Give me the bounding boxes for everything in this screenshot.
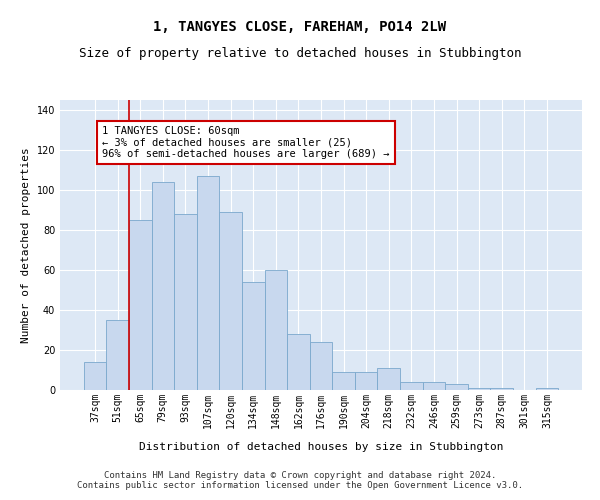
Text: Contains HM Land Registry data © Crown copyright and database right 2024.
Contai: Contains HM Land Registry data © Crown c… <box>77 470 523 490</box>
Bar <box>152 182 174 390</box>
Text: Distribution of detached houses by size in Stubbington: Distribution of detached houses by size … <box>139 442 503 452</box>
Bar <box>377 368 400 390</box>
Bar <box>468 388 490 390</box>
Bar <box>197 176 220 390</box>
Bar <box>445 384 468 390</box>
Bar <box>242 282 265 390</box>
Bar <box>490 388 513 390</box>
Bar <box>106 320 129 390</box>
Bar <box>287 334 310 390</box>
Bar <box>84 362 106 390</box>
Bar <box>174 214 197 390</box>
Bar <box>400 382 422 390</box>
Bar <box>355 372 377 390</box>
Bar <box>536 388 558 390</box>
Bar <box>220 212 242 390</box>
Bar <box>129 220 152 390</box>
Bar <box>310 342 332 390</box>
Bar <box>422 382 445 390</box>
Text: 1 TANGYES CLOSE: 60sqm
← 3% of detached houses are smaller (25)
96% of semi-deta: 1 TANGYES CLOSE: 60sqm ← 3% of detached … <box>102 126 389 159</box>
Bar <box>332 372 355 390</box>
Text: 1, TANGYES CLOSE, FAREHAM, PO14 2LW: 1, TANGYES CLOSE, FAREHAM, PO14 2LW <box>154 20 446 34</box>
Bar <box>265 270 287 390</box>
Y-axis label: Number of detached properties: Number of detached properties <box>21 147 31 343</box>
Text: Size of property relative to detached houses in Stubbington: Size of property relative to detached ho… <box>79 48 521 60</box>
